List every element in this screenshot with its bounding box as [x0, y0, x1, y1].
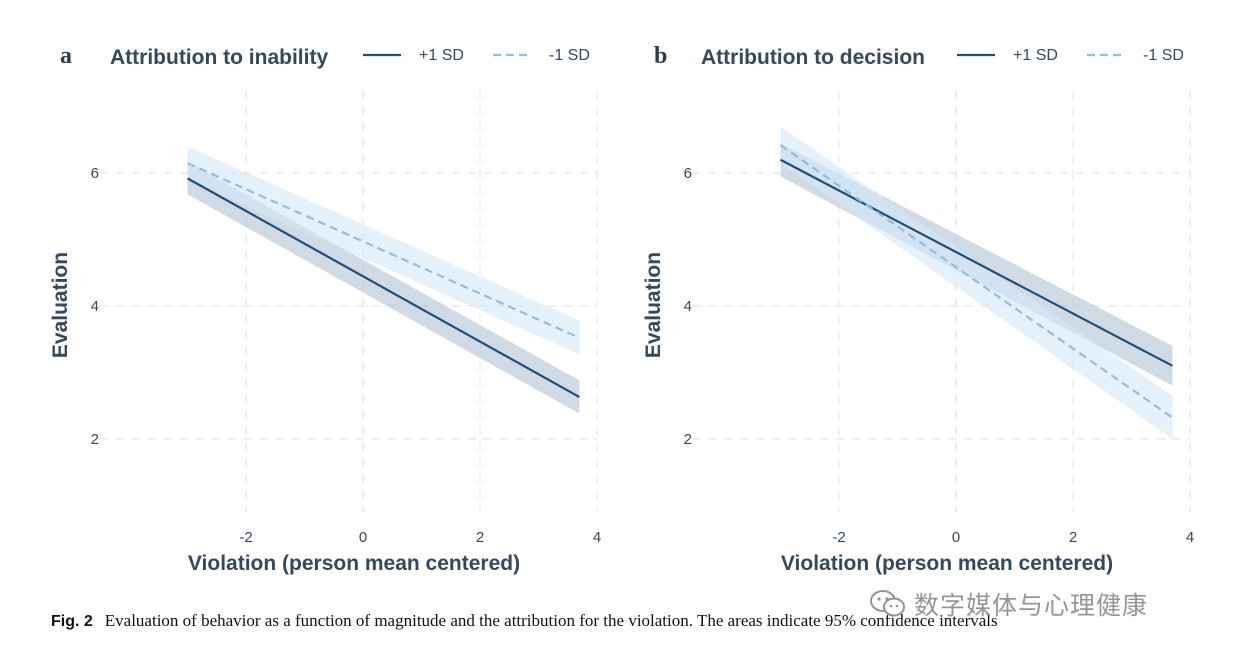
panel-a-ytick-label: 2: [91, 431, 99, 448]
caption-label: Fig. 2: [51, 613, 93, 630]
panel-a-legend-label-plus1sd: +1 SD: [419, 47, 464, 64]
caption-text: Evaluation of behavior as a function of …: [104, 611, 998, 630]
panel-a-x-axis-title: Violation (person mean centered): [188, 552, 520, 575]
figure: -2 0 2 4 2 4 6 Violation (person mean centered)…: [49, 43, 1194, 575]
panel-a-legend-label-minus1sd: -1 SD: [549, 47, 590, 64]
panel-b: -2 0 2 4 2 4 6 Violation (person mean centered)…: [642, 43, 1194, 575]
panel-b-ytick-label: 6: [684, 165, 692, 182]
panel-a-line-plus1sd: [186, 177, 580, 398]
panel-a-xtick-label: 4: [593, 529, 601, 546]
panel-b-xtick-label: 2: [1069, 529, 1077, 546]
panel-a-xtick-label: 0: [359, 529, 367, 546]
panel-b-line-plus1sd: [779, 158, 1173, 367]
panel-b-xtick-label: 4: [1186, 529, 1194, 546]
panel-b-line-minus1sd: [779, 144, 1174, 419]
panel-b-legend-label-plus1sd: +1 SD: [1013, 47, 1058, 64]
panel-b-ytick-label: 4: [684, 298, 692, 315]
panel-a-title: Attribution to inability: [110, 46, 328, 69]
panel-b-title: Attribution to decision: [701, 46, 925, 69]
panel-a-ytick-label: 6: [91, 165, 99, 182]
panel-a-letter: a: [60, 43, 72, 69]
panel-b-y-axis-title: Evaluation: [642, 252, 665, 358]
wechat-icon: [870, 590, 905, 617]
panel-b-letter: b: [654, 43, 667, 69]
panel-a-xtick-label: -2: [239, 529, 252, 546]
panel-b-xtick-label: -2: [832, 529, 845, 546]
panel-a: -2 0 2 4 2 4 6 Violation (person mean centered)…: [49, 43, 601, 575]
panel-a-xtick-label: 2: [476, 529, 484, 546]
panel-a-ytick-label: 4: [91, 298, 99, 315]
panel-a-y-axis-title: Evaluation: [49, 252, 72, 358]
watermark-text: 数字媒体与心理健康: [914, 591, 1149, 620]
panel-b-xtick-label: 0: [952, 529, 960, 546]
panel-b-ytick-label: 2: [684, 431, 692, 448]
panel-a-line-minus1sd: [187, 162, 580, 339]
panel-b-x-axis-title: Violation (person mean centered): [781, 552, 1113, 575]
panel-b-legend-label-minus1sd: -1 SD: [1143, 47, 1184, 64]
watermark: 数字媒体与心理健康: [868, 586, 1148, 622]
figure-caption: Fig. 2 Evaluation of behavior as a functi…: [51, 611, 1241, 631]
